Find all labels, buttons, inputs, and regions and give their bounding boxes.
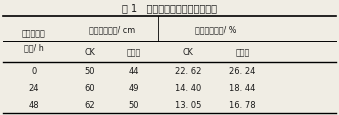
Text: 24: 24 (29, 83, 39, 92)
Text: 62: 62 (84, 100, 95, 109)
Text: 表 1   保水剂和对照的湿润体比较: 表 1 保水剂和对照的湿润体比较 (122, 3, 217, 13)
Text: CK: CK (84, 48, 95, 57)
Text: 滴灌停止后: 滴灌停止后 (22, 29, 46, 38)
Text: 16. 78: 16. 78 (229, 100, 256, 109)
Text: 垂直入渗距离/ cm: 垂直入渗距离/ cm (89, 25, 135, 34)
Text: 0: 0 (31, 67, 37, 75)
Text: 保水剂: 保水剂 (235, 48, 250, 57)
Text: 保水剂: 保水剂 (127, 48, 141, 57)
Text: 时间/ h: 时间/ h (24, 43, 44, 52)
Text: 22. 62: 22. 62 (175, 67, 201, 75)
Text: 60: 60 (84, 83, 95, 92)
Text: 14. 40: 14. 40 (175, 83, 201, 92)
Text: CK: CK (183, 48, 194, 57)
Text: 49: 49 (129, 83, 139, 92)
Text: 26. 24: 26. 24 (229, 67, 256, 75)
Text: 湿润体含水量/ %: 湿润体含水量/ % (195, 25, 236, 34)
Text: 50: 50 (85, 67, 95, 75)
Text: 50: 50 (129, 100, 139, 109)
Text: 13. 05: 13. 05 (175, 100, 201, 109)
Text: 44: 44 (129, 67, 139, 75)
Text: 18. 44: 18. 44 (229, 83, 256, 92)
Text: 48: 48 (28, 100, 39, 109)
